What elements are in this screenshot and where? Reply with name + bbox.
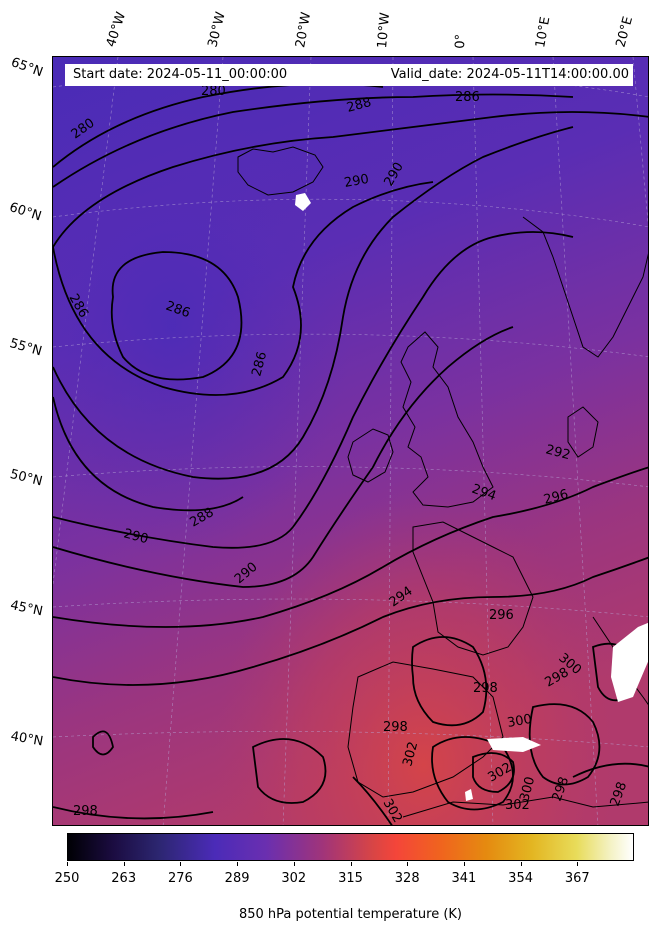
valid-date-label: Valid_date: 2024-05-11T14:00:00.00 [390, 67, 629, 82]
colorbar-tick-label: 341 [451, 871, 477, 886]
contour-label: 290 [343, 172, 370, 191]
missing-data [295, 193, 648, 801]
lat-label-40n: 40°N [9, 729, 45, 750]
colorbar-tick-label: 250 [54, 871, 80, 886]
contour-label: 298 [473, 681, 498, 696]
colorbar-tick [350, 862, 352, 866]
colorbar-tick-label: 354 [508, 871, 534, 886]
warm-core-shading [53, 57, 648, 825]
africa-coast [402, 796, 648, 818]
contour-label: 296 [542, 487, 570, 508]
colorbar-tick-label: 328 [394, 871, 420, 886]
contour-label: 298 [383, 720, 408, 735]
colorbar-tick [293, 862, 295, 866]
colorbar-tick [520, 862, 522, 866]
contour-label: 286 [249, 350, 270, 378]
contour-label: 298 [73, 804, 98, 819]
lon-label-0: 0° [453, 33, 469, 49]
lat-label-55n: 55°N [7, 336, 44, 360]
lon-label-10w: 10°W [375, 11, 394, 49]
colorbar-tick [180, 862, 182, 866]
contour-label: 300 [517, 775, 538, 803]
contour-label: 292 [544, 442, 572, 463]
contour-label: 286 [455, 90, 480, 105]
ireland-coast [347, 428, 394, 483]
iberia-coast [347, 661, 504, 798]
lon-label-40w: 40°W [103, 10, 130, 49]
contour-label: 302 [400, 740, 421, 768]
contour-label: 302 [349, 825, 368, 826]
contour-label: 296 [489, 608, 514, 623]
colorbar-tick-label: 367 [564, 871, 590, 886]
potential-temperature-map: 280 280 286 288 290 290 286 286 288 290 … [53, 57, 648, 826]
colorbar-tick [463, 862, 465, 866]
colorbar-tick-label: 302 [281, 871, 307, 886]
lon-label-30w: 30°W [205, 10, 229, 49]
lat-label-65n: 65°N [8, 55, 45, 81]
colorbar-tick [407, 862, 409, 866]
colorbar-tick-label: 315 [338, 871, 363, 886]
lon-label-20e: 20°E [613, 14, 637, 50]
contour-label: 302 [505, 798, 530, 813]
great-britain-coast [400, 331, 494, 508]
contour-labels: 280 280 286 288 290 290 286 286 288 290 … [66, 84, 631, 826]
lat-label-45n: 45°N [8, 598, 45, 620]
denmark-coast [567, 406, 599, 458]
colorbar-tick-label: 263 [111, 871, 137, 886]
lat-label-50n: 50°N [8, 467, 44, 490]
colorbar-tick [67, 862, 68, 866]
map-panel[interactable]: 280 280 286 288 290 290 286 286 288 290 … [52, 56, 649, 826]
lat-label-60n: 60°N [7, 200, 44, 225]
colorbar-tick [123, 862, 125, 866]
colorbar-title: 850 hPa potential temperature (K) [238, 907, 462, 922]
coastlines [237, 146, 648, 818]
lon-label-20w: 20°W [293, 11, 315, 50]
colorbar [67, 833, 634, 861]
contour-label: 288 [345, 95, 373, 116]
iceland-coast [237, 146, 324, 196]
colorbar-tick [237, 862, 239, 866]
lon-label-10e: 10°E [533, 15, 554, 49]
colorbar-tick-label: 289 [224, 871, 250, 886]
contour-label: 300 [506, 712, 533, 731]
colorbar-tick [577, 862, 579, 866]
contour-label: 290 [122, 526, 150, 547]
france-coast [412, 521, 534, 656]
start-date-label: Start date: 2024-05-11_00:00:00 [73, 67, 288, 82]
colorbar-tick-label: 276 [167, 871, 193, 886]
date-header: Start date: 2024-05-11_00:00:00 Valid_da… [65, 64, 633, 86]
norway-coast [522, 216, 648, 358]
contour-label: 280 [201, 84, 226, 99]
